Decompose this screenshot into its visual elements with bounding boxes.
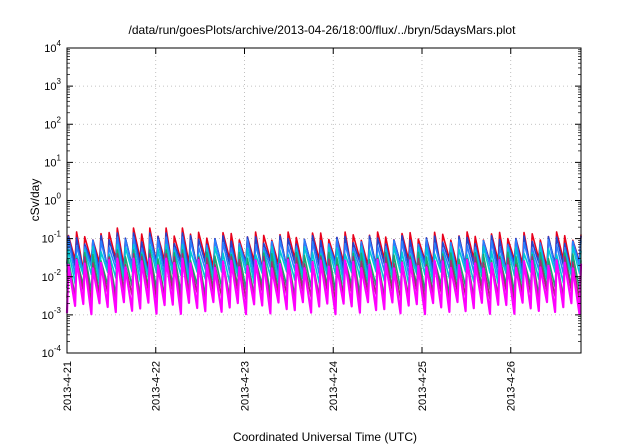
y-tick-label: 10-1 — [42, 230, 62, 246]
y-tick-label: 104 — [44, 39, 61, 55]
x-axis-label: Coordinated Universal Time (UTC) — [233, 430, 417, 444]
grid-lines — [67, 48, 581, 353]
y-axis-label: cSv/day — [28, 179, 42, 222]
series-line — [66, 227, 582, 272]
x-tick-label: 2013-4-22 — [151, 361, 163, 411]
x-tick-label: 2013-4-25 — [417, 361, 429, 411]
x-tick-label: 2013-4-23 — [239, 361, 251, 411]
axes: 10-4 10-3 10-2 10-1 100 101 102 103 104 2013-4-21… — [42, 39, 582, 411]
y-tick-label: 102 — [44, 115, 61, 131]
y-tick-label: 10-3 — [42, 306, 62, 322]
y-tick-label: 10-4 — [42, 344, 62, 360]
series-line — [66, 232, 582, 275]
series-line — [65, 257, 583, 316]
y-tick-label: 100 — [44, 192, 61, 208]
y-tick-label: 10-2 — [42, 268, 62, 284]
x-tick-label: 2013-4-26 — [506, 361, 518, 411]
series-line — [66, 236, 582, 280]
series-layer — [65, 227, 583, 316]
chart-title: /data/run/goesPlots/archive/2013-04-26/1… — [129, 23, 517, 37]
x-tick-label: 2013-4-21 — [62, 361, 74, 411]
y-tick-label: 101 — [44, 153, 61, 169]
x-tick-label: 2013-4-24 — [328, 361, 340, 411]
y-tick-label: 103 — [44, 77, 61, 93]
series-line — [66, 243, 582, 285]
